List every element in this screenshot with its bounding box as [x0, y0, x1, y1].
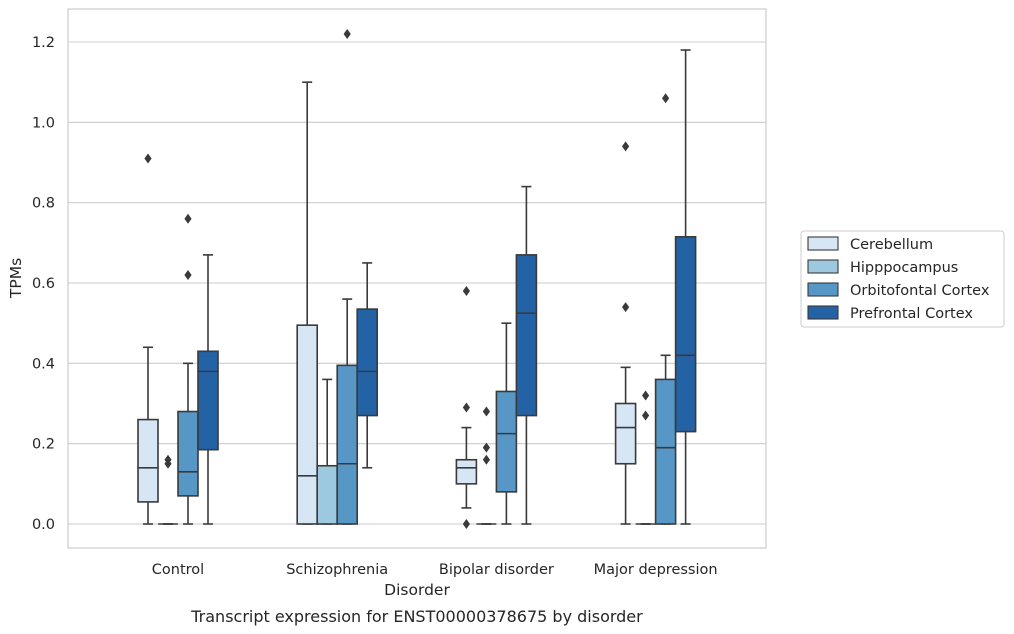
y-tick-label: 0.8: [32, 196, 55, 212]
box: [635, 390, 656, 525]
legend-swatch: [807, 305, 839, 320]
outlier-point: [642, 410, 650, 421]
outlier-point: [482, 406, 490, 417]
box: [177, 213, 199, 525]
outlier-point: [343, 28, 351, 39]
box: [654, 93, 677, 525]
legend-swatch: [807, 236, 839, 251]
box: [614, 141, 637, 525]
legend-label: Prefrontal Cortex: [850, 306, 973, 322]
series-hipppocampus: [158, 378, 656, 525]
y-tick-label: 1.2: [32, 35, 55, 51]
box-body: [177, 410, 199, 497]
x-tick-label: Major depression: [594, 562, 718, 578]
outlier-point: [482, 442, 490, 453]
outlier-point: [184, 269, 192, 280]
box: [137, 153, 159, 525]
box: [158, 454, 178, 525]
box: [316, 378, 339, 525]
box-body: [316, 464, 339, 525]
box-body: [137, 418, 159, 503]
box-body: [455, 458, 478, 485]
box-body: [674, 236, 697, 433]
box-body: [495, 390, 518, 493]
chart-caption: Transcript expression for ENST0000037867…: [190, 607, 643, 626]
y-tick-label: 0.6: [32, 276, 55, 292]
box: [455, 286, 478, 529]
legend-swatch: [807, 259, 839, 274]
box-body: [515, 254, 538, 417]
y-tick-label: 0.4: [32, 356, 55, 372]
plot-frame: [67, 8, 767, 549]
outlier-point: [462, 286, 470, 297]
x-tick-labels: Control Schizophrenia Bipolar disorder Majo…: [152, 562, 718, 578]
outlier-point: [144, 153, 152, 164]
box: [197, 254, 219, 525]
outlier-point: [622, 141, 630, 152]
box-body: [336, 364, 359, 525]
series-cerebellum: [137, 81, 637, 529]
outlier-point: [184, 213, 192, 224]
x-axis-title: Disorder: [384, 581, 450, 599]
outlier-point: [462, 519, 470, 529]
y-axis-title: TPMs: [7, 258, 25, 299]
box: [336, 28, 359, 525]
y-tick-label: 1.0: [32, 115, 55, 131]
box: [495, 322, 518, 525]
box: [515, 185, 538, 525]
y-tick-label: 0.2: [32, 437, 55, 453]
y-tick-labels: 0.0 0.2 0.4 0.6 0.8 1.0 1.2: [32, 35, 55, 533]
box: [296, 81, 319, 525]
y-tick-label: 0.0: [32, 517, 55, 533]
box-body: [296, 324, 319, 525]
series-prefrontal-cortex: [197, 49, 697, 525]
outlier-point: [622, 302, 630, 313]
outlier-point: [662, 93, 670, 104]
outlier-point: [482, 454, 490, 465]
box-body: [356, 308, 379, 417]
legend-label: Orbitofontal Cortex: [850, 283, 990, 299]
box-body: [654, 378, 677, 525]
legend: Cerebellum Hipppocampus Orbitofontal Corte…: [800, 230, 1005, 328]
x-tick-label: Bipolar disorder: [439, 562, 554, 578]
outlier-point: [462, 402, 470, 413]
box-body: [614, 402, 637, 465]
box-series: [137, 28, 697, 529]
x-tick-label: Schizophrenia: [286, 562, 388, 578]
legend-label: Cerebellum: [850, 237, 933, 253]
x-tick-label: Control: [152, 562, 204, 578]
box: [674, 49, 697, 525]
series-orbitofontal-cortex: [177, 28, 677, 525]
legend-swatch: [807, 282, 839, 297]
box: [356, 262, 379, 469]
box: [476, 406, 497, 525]
legend-label: Hipppocampus: [850, 260, 958, 276]
outlier-point: [164, 458, 172, 469]
legend-frame: [800, 230, 1005, 328]
outlier-point: [642, 390, 650, 401]
box-body: [197, 350, 219, 451]
